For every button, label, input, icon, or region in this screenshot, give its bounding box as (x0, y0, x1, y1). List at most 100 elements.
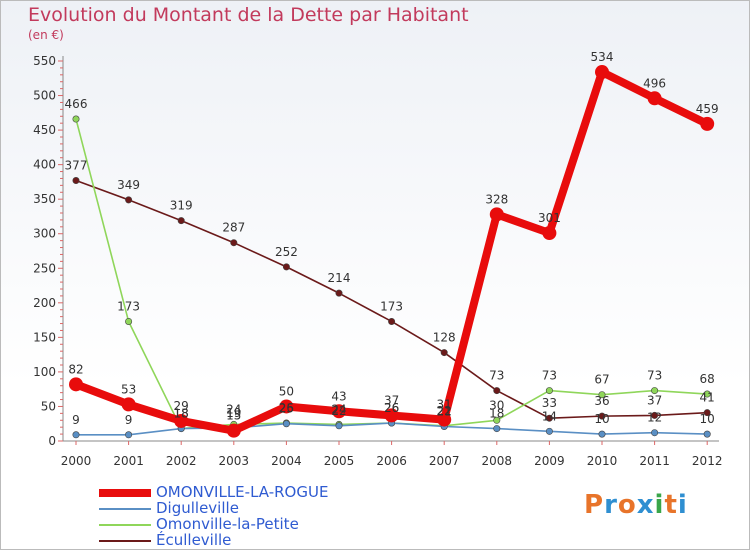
data-point (598, 391, 606, 399)
data-label: 43 (331, 389, 346, 403)
data-point (174, 413, 189, 428)
y-tick-label: 300 (33, 227, 56, 241)
data-point (437, 412, 452, 427)
data-label: 82 (68, 362, 83, 376)
series-lines (69, 65, 715, 439)
data-label: 26 (384, 401, 399, 415)
data-label: 41 (700, 391, 715, 405)
data-label: 37 (647, 393, 662, 407)
legend-swatch (99, 508, 151, 510)
data-point (72, 431, 80, 439)
proxiti-logo: Proxiti (584, 490, 688, 520)
data-label: 173 (380, 299, 403, 313)
data-label: 14 (542, 409, 557, 423)
logo-letter: P (584, 490, 605, 520)
data-label: 31 (437, 398, 452, 412)
y-tick-label: 400 (33, 158, 56, 172)
data-point (69, 377, 83, 392)
data-point (230, 239, 238, 247)
logo-letter: t (664, 490, 678, 520)
data-label: 534 (591, 50, 614, 64)
data-label: 301 (538, 211, 561, 225)
data-label: 73 (489, 369, 504, 383)
data-label: 22 (331, 404, 346, 418)
data-label: 496 (643, 76, 666, 90)
y-tick-label: 200 (33, 296, 56, 310)
data-point (279, 399, 294, 414)
data-point (493, 416, 501, 424)
y-tick-label: 450 (33, 123, 56, 137)
x-tick-label: 2001 (113, 454, 144, 468)
legend-label: Digulleville (156, 499, 239, 517)
x-tick-label: 2011 (639, 454, 670, 468)
data-label: 24 (226, 402, 241, 416)
data-label: 9 (125, 413, 133, 427)
data-label: 25 (279, 402, 294, 416)
data-point (598, 430, 606, 438)
data-point (651, 429, 659, 437)
x-tick-label: 2006 (376, 454, 407, 468)
data-point (72, 115, 80, 123)
data-point (598, 412, 606, 420)
legend-label: Éculleville (156, 531, 232, 549)
x-tick-label: 2012 (692, 454, 723, 468)
data-point (700, 116, 715, 131)
data-point (703, 430, 711, 438)
data-point (125, 196, 133, 204)
data-point (72, 177, 80, 185)
data-label: 24 (331, 402, 346, 416)
data-label: 30 (489, 398, 504, 412)
logo-letter: o (617, 490, 637, 520)
data-label: 18 (174, 407, 189, 421)
logo-letter: r (604, 490, 618, 520)
data-label: 26 (279, 401, 294, 415)
data-point (489, 207, 504, 222)
data-point (440, 349, 448, 357)
data-point (545, 427, 553, 435)
data-point (177, 217, 185, 225)
legend-swatch (99, 524, 151, 526)
x-tick-label: 2002 (166, 454, 197, 468)
y-tick-label: 150 (33, 330, 56, 344)
legend-label: OMONVILLE-LA-ROGUE (156, 483, 329, 501)
y-tick-label: 100 (33, 365, 56, 379)
data-label: 68 (700, 372, 715, 386)
logo-letter: i (677, 490, 688, 520)
y-tick-label: 0 (48, 434, 56, 448)
legend-swatch (99, 540, 151, 542)
data-point (335, 289, 343, 297)
data-label: 33 (542, 396, 557, 410)
data-point (388, 317, 396, 325)
data-point (335, 422, 343, 430)
data-point (647, 91, 662, 106)
data-label: 73 (647, 369, 662, 383)
x-tick-label: 2010 (587, 454, 618, 468)
data-point (651, 411, 659, 419)
data-label: 18 (174, 407, 189, 421)
data-point (545, 387, 553, 395)
data-point (545, 414, 553, 422)
data-label: 26 (384, 401, 399, 415)
data-label: 21 (437, 404, 452, 418)
x-tick-label: 2003 (219, 454, 250, 468)
y-tick-label: 50 (41, 399, 56, 413)
data-point (703, 409, 711, 417)
x-tick-label: 2008 (482, 454, 513, 468)
data-label: 36 (594, 394, 609, 408)
data-point (282, 263, 290, 271)
data-label: 12 (647, 411, 662, 425)
data-point (125, 317, 133, 325)
data-label: 349 (117, 178, 140, 192)
data-label: 22 (437, 404, 452, 418)
legend-swatch (99, 489, 151, 497)
data-point (332, 404, 346, 419)
data-label: 377 (65, 159, 88, 173)
legend-label: Omonville-la-Petite (156, 515, 299, 533)
data-label: 19 (226, 406, 241, 420)
data-label: 73 (542, 369, 557, 383)
data-label: 459 (696, 102, 719, 116)
x-tick-label: 2000 (61, 454, 92, 468)
